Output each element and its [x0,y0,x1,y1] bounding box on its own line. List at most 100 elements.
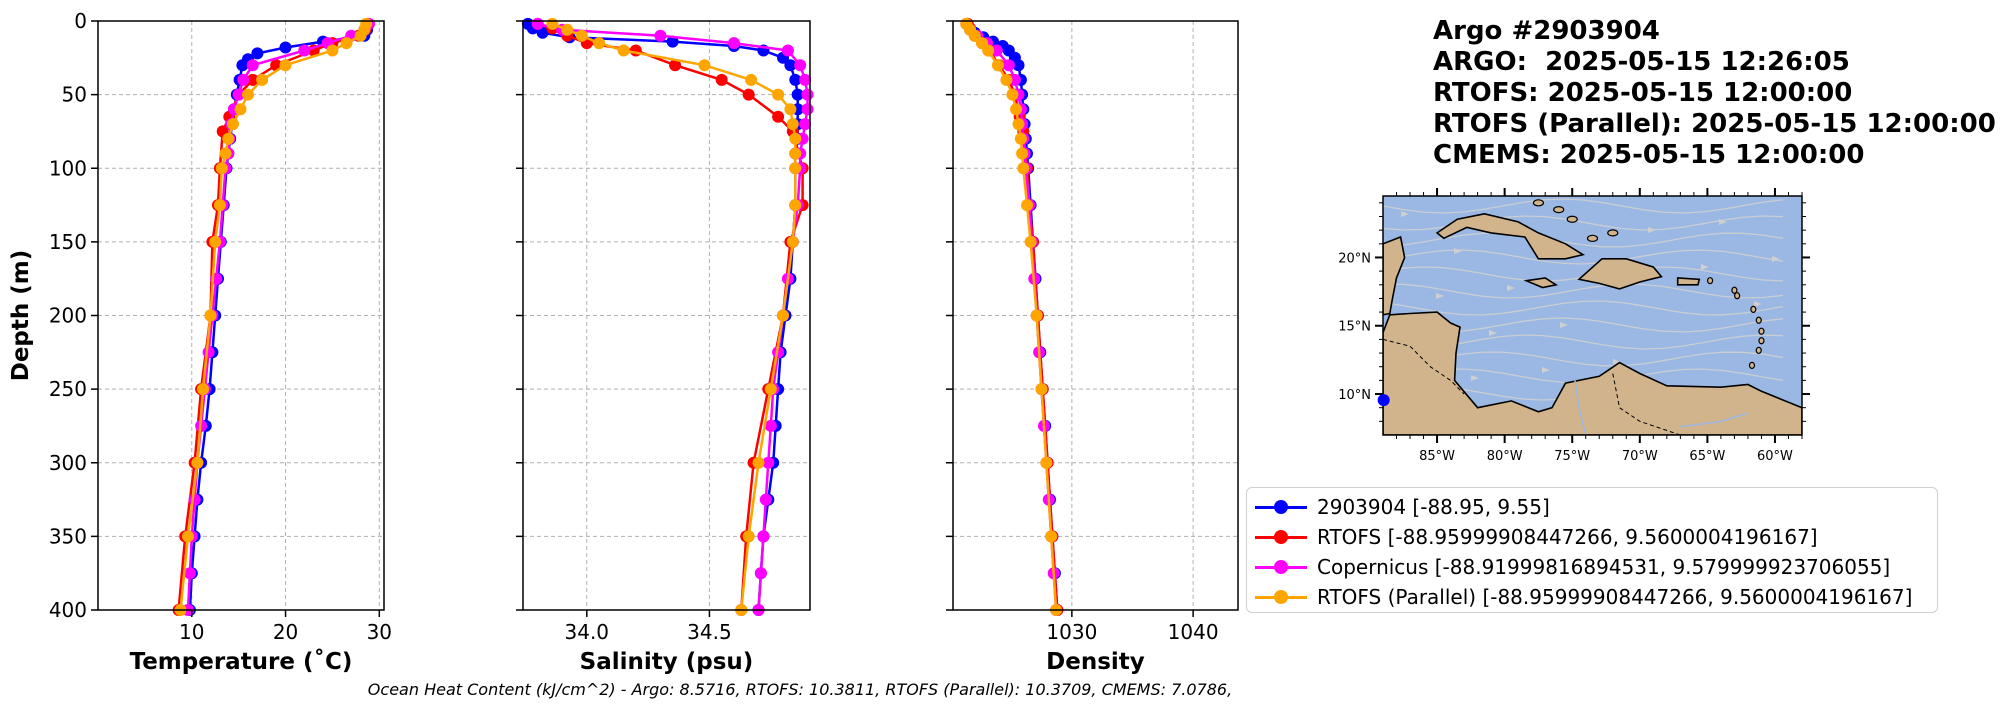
data-point-copernicus [799,118,812,131]
data-point-argo [791,88,804,101]
map-frame [1382,195,1803,436]
land-island [1586,234,1599,242]
data-point-rtofs [715,73,728,86]
series-line-copernicus [537,22,809,611]
data-point-rtofs_parallel [968,29,981,42]
data-point-rtofs_parallel [789,199,802,212]
data-point-copernicus [757,530,770,543]
map-lon-label: 85°W [1419,449,1455,464]
map-lon-label: 80°W [1487,449,1523,464]
current-arrow [1436,293,1444,299]
legend-entry-copernicus: Copernicus [-88.91999816894531, 9.579999… [1247,552,1890,582]
current-arrow [1454,248,1462,254]
data-point-copernicus [1008,73,1021,86]
land-island [1566,215,1578,223]
x-tick-label: 20 [273,620,298,644]
legend-swatch [1253,552,1309,582]
map-lat-label: 20°N [1338,251,1371,266]
map-lon-label: 65°W [1689,449,1725,464]
data-point-rtofs_parallel [1012,118,1025,131]
data-point-rtofs_parallel [1017,162,1030,175]
data-point-rtofs_parallel [219,147,232,160]
data-point-copernicus [990,44,1003,57]
data-point-rtofs_parallel [354,29,367,42]
data-point-copernicus [794,59,807,72]
data-point-rtofs_parallel [789,132,802,145]
data-point-copernicus [202,346,215,359]
data-point-rtofs_parallel [326,44,339,57]
data-point-copernicus [188,493,201,506]
legend-swatch [1253,582,1309,612]
data-point-copernicus [183,567,196,580]
data-point-rtofs_parallel [546,17,559,30]
river [1680,412,1749,428]
x-tick-label: 10 [179,620,204,644]
data-point-rtofs_parallel [1014,132,1027,145]
land-cuba [1435,212,1586,260]
x-axis-label: Density [1046,649,1145,675]
data-point-argo [784,59,797,72]
data-point-rtofs_parallel [698,59,711,72]
legend-label: 2903904 [-88.95, 9.55] [1317,495,1550,519]
map-body [1383,196,1802,435]
data-point-rtofs [246,73,259,86]
data-point-rtofs_parallel [991,59,1004,72]
data-point-argo [666,35,679,48]
land-island [1734,292,1741,300]
data-point-copernicus [232,88,245,101]
current-arrow [1648,227,1656,233]
data-point-rtofs_parallel [784,103,797,116]
data-point-rtofs_parallel [256,73,269,86]
legend-swatch [1253,492,1309,522]
data-point-rtofs_parallel [742,530,755,543]
data-point-argo [1012,59,1025,72]
data-point-copernicus [781,44,794,57]
data-point-rtofs_parallel [752,456,765,469]
data-point-rtofs [772,110,785,123]
panel-temperature: 10 20 30050100150200250300350400Temperatur… [8,9,392,675]
current-arrow [1613,359,1621,365]
data-point-rtofs_parallel [227,118,239,131]
data-point-rtofs_parallel [1021,199,1033,212]
data-point-rtofs_parallel [777,309,789,322]
land-hispaniola [1577,257,1663,290]
y-tick-label: 350 [49,524,87,548]
y-tick-label: 150 [49,230,87,254]
data-point-copernicus [764,419,777,432]
current-arrow [1542,367,1550,373]
map-lat-label: 10°N [1338,388,1371,403]
x-axis-label: Temperature (˚C) [130,648,353,675]
data-point-rtofs_parallel [191,456,204,469]
map-lat-label: 15°N [1338,320,1371,335]
land-island [1553,206,1565,214]
land-island [1758,337,1765,345]
data-point-rtofs_parallel [1030,309,1043,322]
data-point-copernicus [801,103,814,116]
data-point-rtofs_parallel [1035,383,1048,396]
title-line-rtofs-parallel-time: RTOFS (Parallel): 2025-05-15 12:00:00 [1433,109,1996,139]
current-arrow [1489,330,1497,336]
y-tick-label: 50 [62,83,87,107]
data-point-rtofs_parallel [1045,530,1058,543]
data-point-rtofs_parallel [242,88,254,101]
current-streamline [1383,249,1784,265]
data-point-copernicus [246,59,259,72]
country-border [1383,338,1465,395]
land-jamaica [1523,277,1559,289]
title-block: Argo #2903904 ARGO: 2025-05-15 12:26:05 … [1433,16,1996,171]
title-line-argo-time: ARGO: 2025-05-15 12:26:05 [1433,47,1850,77]
current-arrow [1401,211,1409,217]
title-line-rtofs-time: RTOFS: 2025-05-15 12:00:00 [1433,78,1853,108]
y-tick-label: 200 [49,304,87,328]
current-streamline [1383,232,1784,248]
y-tick-label: 100 [49,156,87,180]
data-point-rtofs_parallel [772,88,785,101]
data-point-rtofs_parallel [786,235,799,248]
data-point-copernicus [728,37,740,50]
data-point-rtofs_parallel [222,132,235,145]
data-point-rtofs_parallel [215,162,228,175]
river [1574,380,1587,435]
x-tick-label: 1040 [1168,620,1219,644]
map-lon-label: 70°W [1622,449,1658,464]
